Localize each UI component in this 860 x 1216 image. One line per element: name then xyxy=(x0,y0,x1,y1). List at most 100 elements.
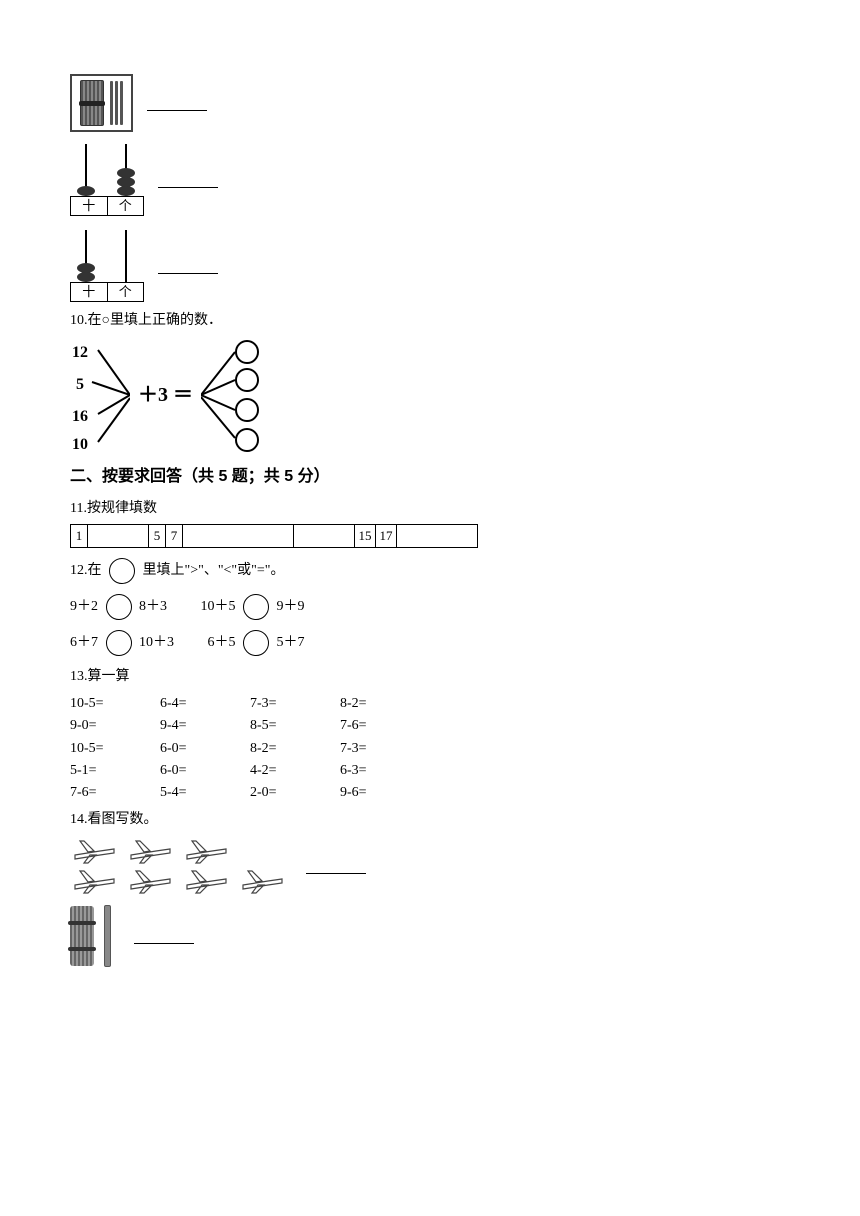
calc-cell: 9-6= xyxy=(340,782,430,804)
bundle-icon xyxy=(80,80,104,126)
calc-cell: 10-5= xyxy=(70,738,160,760)
abacus-2-tens-rod xyxy=(76,230,96,282)
seq-cell-blank[interactable] xyxy=(397,525,478,548)
answer-blank[interactable] xyxy=(134,929,194,944)
calc-row: 7-6= 5-4= 2-0= 9-6= xyxy=(70,782,790,804)
q12-pair: 9＋2 8＋3 xyxy=(70,594,167,620)
q10-operator: ＋3 ＝ xyxy=(134,379,197,411)
planes-group xyxy=(70,837,286,895)
q12-pair: 10＋5 9＋9 xyxy=(201,594,305,620)
q12-pair: 6＋5 5＋7 xyxy=(208,630,305,656)
seq-cell-blank[interactable] xyxy=(183,525,294,548)
abacus-1-tens-rod xyxy=(76,144,96,196)
cmp-right: 5＋7 xyxy=(277,636,305,651)
q9-abacus-2-row: 十 个 xyxy=(70,230,790,302)
calc-cell: 6-3= xyxy=(340,760,430,782)
q13-grid: 10-5= 6-4= 7-3= 8-2= 9-0= 9-4= 8-5= 7-6=… xyxy=(70,693,790,805)
bead-icon xyxy=(77,272,95,282)
calc-cell: 5-4= xyxy=(160,782,250,804)
calc-cell: 5-1= xyxy=(70,760,160,782)
calc-cell: 2-0= xyxy=(250,782,340,804)
abacus-tens-label: 十 xyxy=(71,283,108,301)
answer-circle[interactable] xyxy=(243,630,269,656)
q14-planes-row xyxy=(70,837,790,895)
cmp-left: 6＋5 xyxy=(208,636,236,651)
calc-cell: 7-6= xyxy=(340,715,430,737)
seq-cell: 17 xyxy=(376,525,397,548)
plane-icon xyxy=(182,867,230,895)
seq-cell: 15 xyxy=(355,525,376,548)
q9-sticks-row xyxy=(70,74,790,132)
cmp-left: 6＋7 xyxy=(70,636,98,651)
calc-row: 10-5= 6-0= 8-2= 7-3= xyxy=(70,738,790,760)
calc-cell: 9-0= xyxy=(70,715,160,737)
bundle-icon xyxy=(70,906,94,966)
abacus-1: 十 个 xyxy=(70,144,144,216)
answer-circle[interactable] xyxy=(106,630,132,656)
bead-icon xyxy=(77,186,95,196)
q10-val-2: 16 xyxy=(72,404,88,430)
abacus-ones-label: 个 xyxy=(108,197,144,215)
plane-icon xyxy=(70,867,118,895)
q12-pair: 6＋7 10＋3 xyxy=(70,630,174,656)
seq-cell: 5 xyxy=(149,525,166,548)
calc-cell: 8-2= xyxy=(250,738,340,760)
answer-blank[interactable] xyxy=(158,259,218,274)
seq-cell-blank[interactable] xyxy=(88,525,149,548)
answer-blank[interactable] xyxy=(147,96,207,111)
calc-cell: 8-5= xyxy=(250,715,340,737)
calc-cell: 9-4= xyxy=(160,715,250,737)
abacus-1-ones-rod xyxy=(116,144,136,196)
cmp-right: 10＋3 xyxy=(139,636,174,651)
q12-prompt-post: 里填上">"、"<"或"="。 xyxy=(143,564,285,579)
q12-row-1: 9＋2 8＋3 10＋5 9＋9 xyxy=(70,594,790,620)
bead-icon xyxy=(117,186,135,196)
abacus-ones-label: 个 xyxy=(108,283,144,301)
q11-table: 1 5 7 15 17 xyxy=(70,524,478,548)
seq-cell-blank[interactable] xyxy=(294,525,355,548)
q14-prompt: 14.看图写数。 xyxy=(70,809,790,831)
calc-cell: 7-3= xyxy=(340,738,430,760)
q10-val-1: 5 xyxy=(76,372,84,398)
q11-prompt: 11.按规律填数 xyxy=(70,498,790,520)
calc-cell: 7-6= xyxy=(70,782,160,804)
calc-row: 10-5= 6-4= 7-3= 8-2= xyxy=(70,693,790,715)
q12-prompt-pre: 12.在 xyxy=(70,564,102,579)
sticks-box xyxy=(70,74,133,132)
section-2-heading: 二、按要求回答（共 5 题；共 5 分） xyxy=(70,464,790,490)
q13-prompt: 13.算一算 xyxy=(70,666,790,688)
cmp-right: 8＋3 xyxy=(139,600,167,615)
stick-icon xyxy=(104,905,111,967)
calc-row: 9-0= 9-4= 8-5= 7-6= xyxy=(70,715,790,737)
plane-icon xyxy=(70,837,118,865)
plane-icon xyxy=(126,867,174,895)
abacus-tens-label: 十 xyxy=(71,197,108,215)
q10-right-circles xyxy=(201,340,261,450)
q12-prompt: 12.在 里填上">"、"<"或"="。 xyxy=(70,558,790,584)
q10-diagram: 12 5 16 10 ＋3 ＝ xyxy=(70,340,790,450)
q10-left-values: 12 5 16 10 xyxy=(70,340,130,450)
calc-cell: 8-2= xyxy=(340,693,430,715)
seq-cell: 7 xyxy=(166,525,183,548)
calc-cell: 10-5= xyxy=(70,693,160,715)
cmp-right: 9＋9 xyxy=(277,600,305,615)
q10-prompt: 10.在○里填上正确的数． xyxy=(70,310,790,332)
q12-row-2: 6＋7 10＋3 6＋5 5＋7 xyxy=(70,630,790,656)
abacus-2-ones-rod xyxy=(116,230,136,282)
answer-blank[interactable] xyxy=(306,859,366,874)
answer-circle[interactable] xyxy=(243,594,269,620)
loose-sticks-icon xyxy=(110,81,123,125)
answer-circle[interactable] xyxy=(106,594,132,620)
q10-val-3: 10 xyxy=(72,432,88,458)
cmp-left: 9＋2 xyxy=(70,600,98,615)
abacus-2: 十 个 xyxy=(70,230,144,302)
plane-icon xyxy=(238,867,286,895)
seq-cell: 1 xyxy=(71,525,88,548)
circle-icon xyxy=(109,558,135,584)
q14-sticks-row xyxy=(70,905,790,967)
calc-cell: 6-0= xyxy=(160,738,250,760)
calc-cell: 4-2= xyxy=(250,760,340,782)
calc-cell: 7-3= xyxy=(250,693,340,715)
calc-cell: 6-4= xyxy=(160,693,250,715)
answer-blank[interactable] xyxy=(158,173,218,188)
